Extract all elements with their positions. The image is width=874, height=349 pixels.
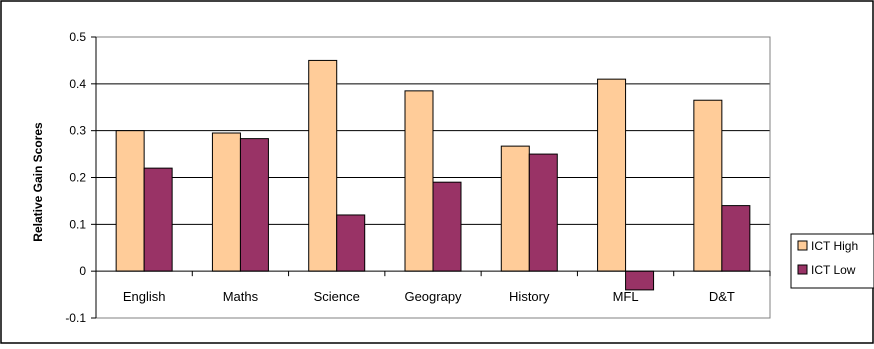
bar-ict-high [211, 132, 241, 272]
bars [115, 59, 751, 291]
bar-ict-high [404, 90, 434, 272]
bar-ict-low [143, 167, 173, 272]
bar-ict-low [432, 181, 462, 272]
bar-ict-low [528, 153, 558, 272]
bar-ict-high [308, 59, 338, 272]
bar-ict-low [721, 205, 751, 272]
bar-ict-low [239, 138, 269, 272]
gridlines [95, 36, 771, 319]
x-tick-label: D&T [709, 289, 735, 304]
bar-ict-high [500, 145, 530, 272]
x-tick-label: Geograpy [404, 289, 462, 304]
bar-ict-high [115, 130, 145, 272]
bar-ict-low [625, 270, 655, 291]
bar-ict-low [336, 214, 366, 272]
x-tick-label: English [123, 289, 166, 304]
x-tick-label: Science [314, 289, 360, 304]
y-axis-label: Relative Gain Scores [31, 122, 45, 242]
bar-ict-high [693, 99, 723, 272]
legend-label: ICT High [811, 239, 858, 253]
legend-swatch [797, 240, 808, 251]
y-tick-label: 0.4 [69, 77, 86, 91]
x-tick-label: Maths [223, 289, 259, 304]
y-tick-label: 0.5 [69, 30, 86, 44]
bar-ict-high [597, 78, 627, 272]
y-tick-label: 0.3 [69, 124, 86, 138]
y-tick-label: 0.1 [69, 217, 86, 231]
legend-swatch [797, 264, 808, 275]
y-tick-label: 0.2 [69, 171, 86, 185]
x-tick-label: MFL [613, 289, 639, 304]
x-tick-label: History [509, 289, 550, 304]
axes: -0.1 0 0.1 0.2 0.3 0.4 0.5 English Maths Science G… [65, 30, 771, 325]
y-tick-label: 0 [79, 264, 86, 278]
y-tick-label: -0.1 [65, 311, 86, 325]
legend: ICT High ICT Low [790, 233, 874, 289]
legend-label: ICT Low [811, 263, 856, 277]
